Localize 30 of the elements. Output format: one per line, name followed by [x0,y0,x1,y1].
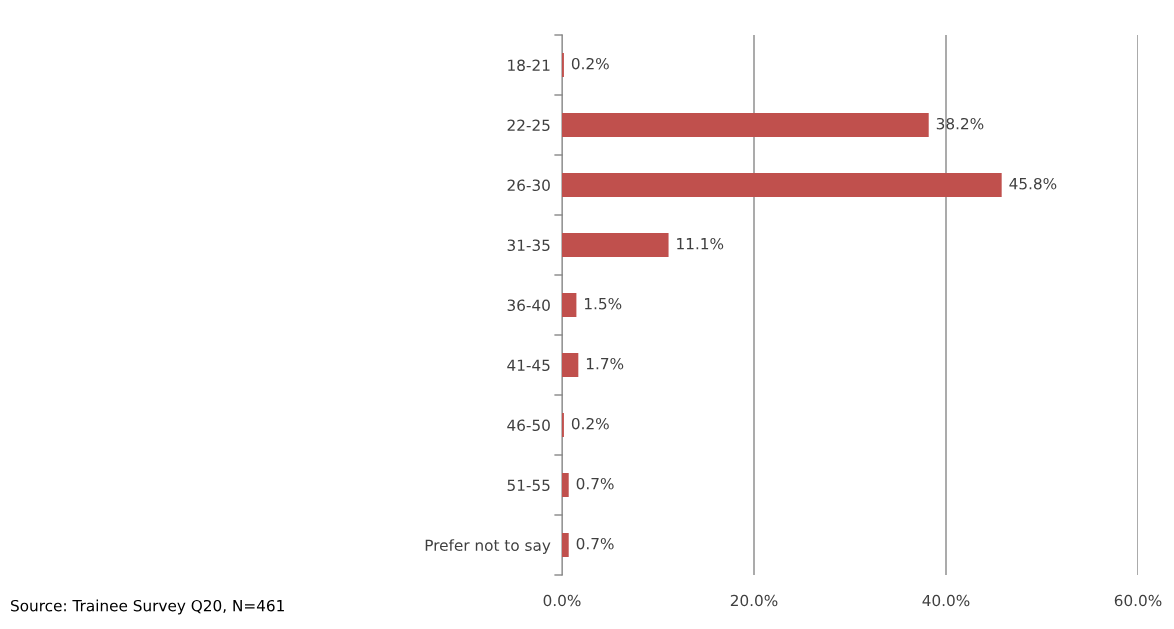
bar [562,233,669,257]
y-tick-label: Prefer not to say [425,539,551,554]
data-label: 11.1% [677,237,724,250]
bar [562,293,577,317]
y-tick-label: 18-21 [508,59,550,72]
bar [562,173,1002,197]
data-label: 45.8% [1009,177,1057,190]
x-tick-label: 40.0% [922,594,970,607]
source-note: Source: Trainee Survey Q20, N=461 [11,599,284,615]
bar [562,353,579,377]
y-tick-label: 41-45 [507,359,550,372]
y-tick-label: 31-35 [507,239,550,252]
y-tick-label: 46-50 [507,419,550,432]
data-label: 0.7% [576,477,614,490]
data-label: 0.7% [576,537,614,550]
data-label: 1.5% [585,297,622,310]
bar [562,113,929,137]
data-label: 0.2% [571,57,609,70]
y-tick-label: 22-25 [507,119,550,132]
x-tick-label: 0.0% [543,594,581,607]
x-tick-label: 20.0% [730,594,778,607]
bar [562,533,569,557]
y-tick-label: 26-30 [507,179,550,192]
data-label: 1.7% [586,357,624,370]
x-tick-label: 60.0% [1114,594,1162,607]
y-tick-label: 36-40 [507,299,550,312]
y-tick-label: 51-55 [507,479,550,492]
data-label: 0.2% [571,417,609,430]
bar [562,473,569,497]
data-label: 38.2% [936,117,984,130]
